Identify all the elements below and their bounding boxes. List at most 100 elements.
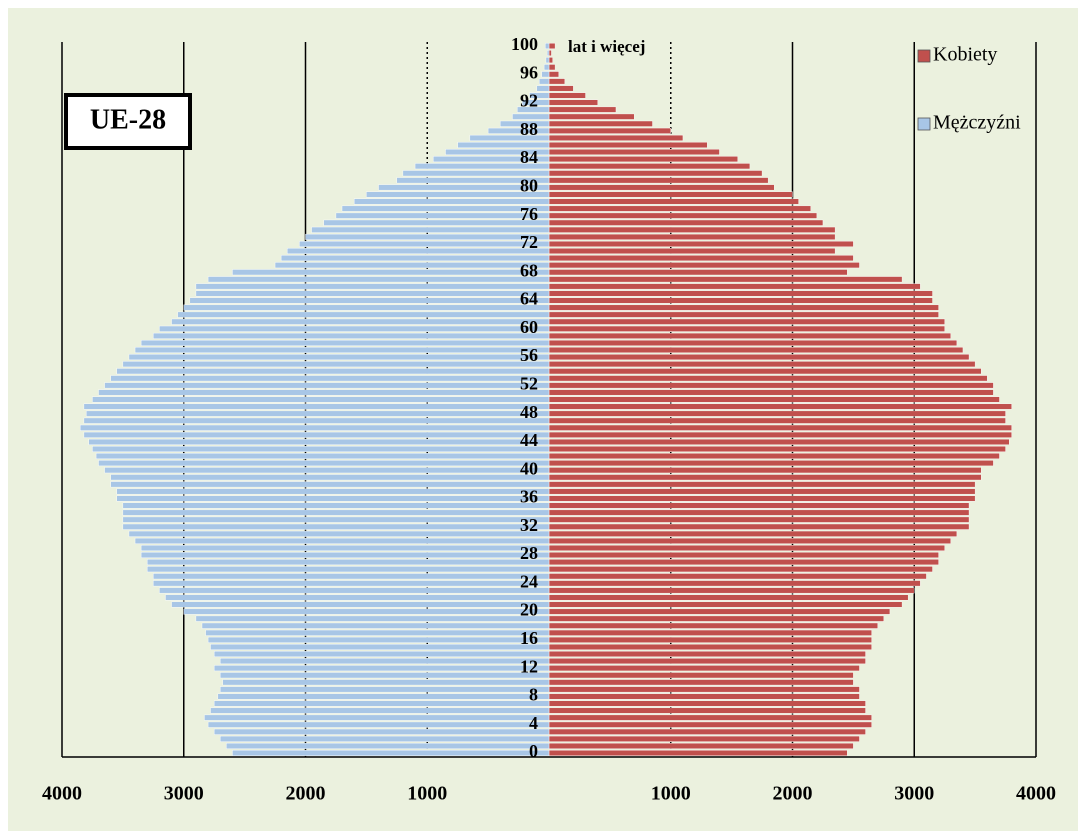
bar: [341, 205, 550, 212]
bar: [548, 545, 945, 551]
x-tick-label: 3000: [164, 783, 204, 805]
bar: [548, 64, 556, 71]
bar: [548, 403, 1012, 410]
bar: [195, 283, 550, 290]
bar: [280, 255, 550, 262]
bar: [548, 99, 598, 106]
bar: [548, 269, 848, 276]
bar: [195, 615, 550, 622]
bar: [548, 410, 1006, 417]
bar: [548, 106, 617, 113]
bar: [548, 467, 982, 474]
bar: [548, 658, 866, 665]
bar: [548, 212, 818, 219]
y-tick-label: 48: [520, 402, 538, 422]
bar: [128, 530, 550, 537]
bar: [354, 198, 550, 205]
bar: [539, 78, 550, 85]
bar: [548, 686, 860, 693]
bar: [548, 530, 958, 537]
bar: [517, 106, 550, 113]
bar: [548, 629, 872, 636]
bar: [548, 290, 933, 297]
bar: [153, 332, 550, 339]
y-tick-label: 60: [520, 317, 538, 337]
bar: [548, 375, 988, 382]
bar: [500, 120, 550, 127]
labels: 4000 3000 2000 1000 1000 2000 3000 4000KobietyM…: [42, 34, 1056, 804]
bar: [548, 502, 970, 509]
bar: [183, 608, 550, 615]
bar: [548, 368, 982, 375]
y-tick-label: 24: [520, 571, 538, 591]
bar: [529, 92, 550, 99]
bar: [122, 516, 550, 523]
bar: [548, 446, 1006, 452]
bar: [226, 742, 550, 749]
bar: [548, 50, 552, 57]
bar: [433, 156, 550, 163]
bar: [548, 85, 574, 92]
y-tick-label: 68: [520, 260, 538, 280]
bar: [548, 113, 635, 120]
y-tick-label: 72: [520, 232, 538, 252]
y-tick-label: 40: [520, 458, 538, 478]
bar: [548, 509, 970, 516]
bar: [83, 403, 550, 410]
bar: [548, 566, 933, 573]
bar: [548, 120, 653, 127]
bar: [122, 361, 550, 368]
y-tick-label: 8: [529, 685, 538, 705]
bar: [189, 297, 550, 304]
bar: [232, 269, 550, 276]
legend-swatch: [917, 117, 931, 131]
bar: [220, 735, 550, 742]
bar: [548, 71, 559, 78]
bar: [548, 438, 1010, 445]
bar: [122, 509, 550, 516]
bar: [402, 170, 550, 177]
bar: [213, 700, 550, 707]
bar: [207, 276, 550, 283]
bar: [177, 311, 550, 318]
bar: [548, 361, 976, 368]
bar: [548, 424, 1012, 431]
bar: [548, 332, 951, 339]
bar: [548, 255, 854, 262]
bar: [548, 594, 909, 601]
bar: [548, 177, 769, 184]
bars: [80, 43, 1012, 756]
bar: [536, 85, 550, 92]
x-tick-label: 3000: [894, 783, 934, 805]
bar: [487, 127, 550, 134]
bar: [548, 347, 964, 353]
y-tick-label: 100: [511, 34, 538, 54]
bar: [210, 707, 550, 714]
bar: [153, 573, 550, 580]
bar: [512, 113, 550, 120]
x-tick-label: 4000: [1016, 783, 1056, 805]
bar: [80, 424, 550, 431]
bar: [287, 248, 550, 254]
legend-label: Mężczyźni: [933, 112, 1021, 134]
bar: [222, 679, 550, 686]
bar: [140, 545, 550, 551]
y-tick-label: 96: [520, 62, 538, 82]
bar: [147, 566, 550, 573]
bar: [86, 410, 550, 417]
y-tick-label: 20: [520, 600, 538, 620]
bar: [548, 707, 866, 714]
bar: [548, 552, 939, 558]
bar: [548, 354, 970, 361]
bar: [548, 460, 994, 467]
bar: [147, 559, 550, 566]
y-tick-label: 52: [520, 373, 538, 393]
bar: [122, 523, 550, 530]
bar: [305, 233, 550, 240]
bar: [548, 339, 958, 346]
bar: [213, 665, 550, 672]
badge: UE-28: [90, 104, 166, 135]
bar: [548, 262, 860, 269]
bar: [548, 233, 836, 240]
